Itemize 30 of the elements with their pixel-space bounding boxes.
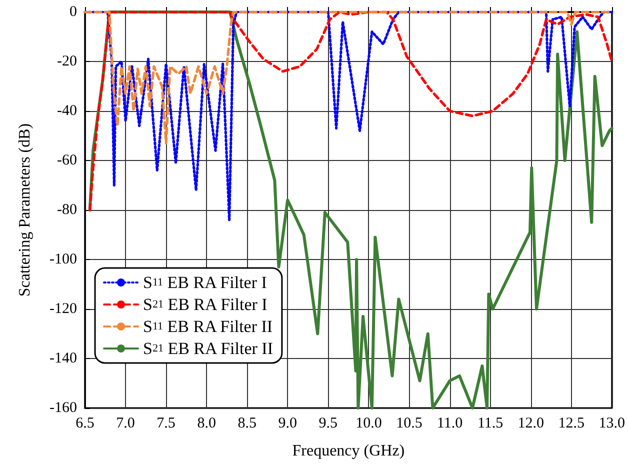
x-tick-label: 7.0	[116, 416, 135, 432]
x-tick-label: 9.0	[278, 416, 298, 432]
y-tick-label: -120	[50, 301, 77, 317]
y-tick-label: -40	[57, 103, 77, 119]
x-tick-label: 10.0	[356, 416, 382, 432]
y-tick-label: -140	[50, 350, 77, 366]
y-tick-label: -160	[50, 400, 77, 416]
x-tick-label: 12.5	[558, 416, 584, 432]
x-tick-label: 13.0	[598, 416, 625, 432]
y-tick-label: -20	[57, 54, 77, 70]
y-axis-title: Scattering Parameters (dB)	[16, 123, 34, 297]
legend-label: S11 EB RA Filter I	[143, 273, 268, 292]
legend-label: S21 EB RA Filter I	[143, 295, 268, 314]
x-tick-label: 8.5	[238, 416, 256, 432]
y-tick-label: -100	[50, 252, 77, 268]
x-tick-label: 7.5	[156, 416, 176, 432]
x-tick-label: 9.5	[318, 416, 338, 432]
x-tick-label: 10.5	[396, 416, 422, 432]
x-axis-title: Frequency (GHz)	[292, 442, 405, 460]
x-tick-label: 12.0	[518, 416, 544, 432]
x-tick-label: 6.5	[76, 416, 94, 432]
x-tick-label: 11.5	[477, 416, 504, 432]
legend-label: S11 EB RA Filter II	[143, 317, 273, 336]
y-tick-label: 0	[70, 4, 77, 20]
legend-label: S21 EB RA Filter II	[143, 339, 274, 358]
x-tick-label: 11.0	[436, 416, 463, 432]
y-tick-label: -80	[57, 202, 77, 218]
line-series	[88, 10, 614, 410]
y-tick-label: -60	[57, 152, 77, 168]
x-tick-label: 8.0	[197, 416, 216, 432]
